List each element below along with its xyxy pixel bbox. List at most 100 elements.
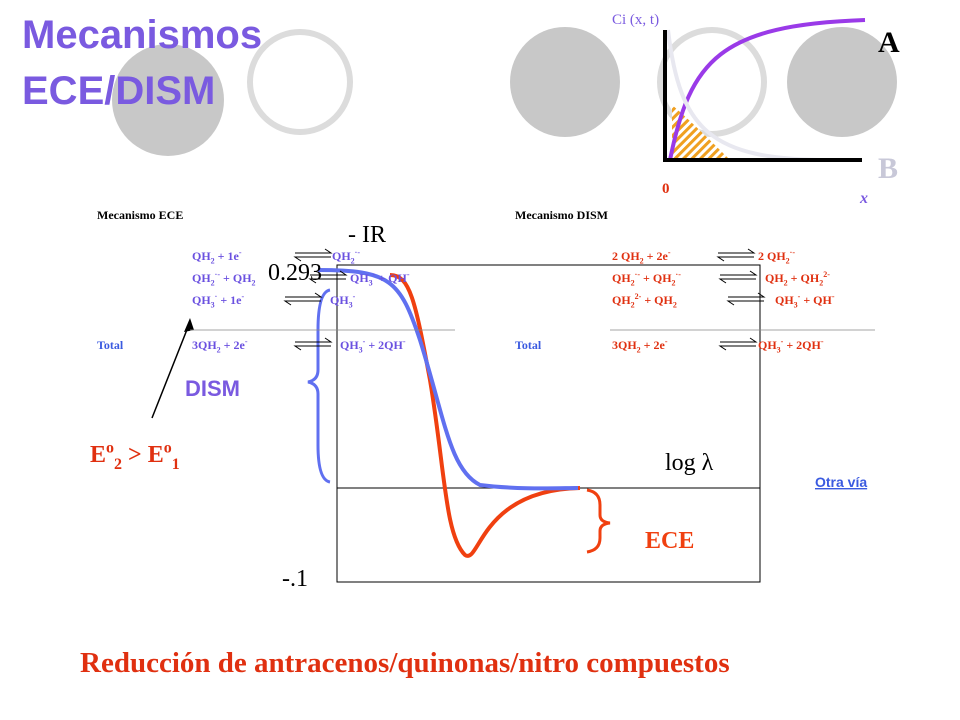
formula-part: 2 — [672, 279, 676, 288]
formula-part: ·- — [355, 248, 361, 257]
graph-top-label: - IR — [348, 222, 386, 248]
total-label: Total — [515, 338, 542, 352]
link[interactable]: Otra vía — [815, 474, 867, 490]
formula-part: + 2QH — [365, 338, 403, 352]
formula-part: - — [668, 248, 671, 257]
equilibrium-arrow — [293, 337, 333, 351]
formula-part: QH — [330, 293, 349, 307]
formula-part: + QH — [375, 271, 407, 285]
formula-part: + QH — [800, 293, 832, 307]
formula-part: QH — [350, 271, 369, 285]
formula-part: 2- — [635, 292, 642, 301]
inset-x-label: x — [859, 190, 868, 207]
formula: QH2 + 1e- — [192, 248, 242, 265]
formula-part: 3 — [349, 301, 353, 310]
formula-part: + QH — [640, 271, 672, 285]
mechanism-title: Mecanismo DISM — [515, 208, 608, 222]
formula: QH3- + 2QH- — [340, 337, 406, 354]
formula-part: · — [373, 270, 376, 279]
formula-part: + QH — [788, 271, 820, 285]
formula-part: 3 — [359, 346, 363, 355]
total-label: Total — [97, 338, 124, 352]
equilibrium-arrow — [283, 292, 323, 306]
formula-part: 2 QH — [612, 249, 640, 263]
formula-part: + 2e — [221, 338, 246, 352]
formula-part: - — [403, 337, 406, 346]
formula: QH3- + QH- — [775, 292, 835, 309]
formula-part: - — [239, 248, 242, 257]
formula-part: QH — [765, 271, 784, 285]
formula-part: E — [90, 442, 106, 468]
equilibrium-arrow — [308, 270, 348, 284]
inset-label-b: B — [878, 152, 898, 185]
formula-part: QH — [775, 293, 794, 307]
formula-part: 2- — [823, 270, 830, 279]
mechanism-title: Mecanismo ECE — [97, 208, 183, 222]
formula: 2 QH2·- — [758, 248, 795, 265]
formula-part: 2 — [786, 257, 790, 266]
x-label: log λ — [665, 450, 714, 476]
inset-y-label: Ci (x, t) — [612, 12, 659, 28]
footer-title: Reducción de antracenos/quinonas/nitro c… — [80, 647, 730, 679]
formula-part: + 1e — [217, 293, 242, 307]
dism-label: DISM — [185, 376, 240, 401]
formula: QH2·- + QH2·- — [612, 270, 681, 287]
condition: Eo2 > Eo1 — [90, 439, 180, 473]
formula-part: 1 — [172, 456, 180, 473]
formula-part: QH — [192, 249, 211, 263]
formula-part: > E — [122, 442, 164, 468]
formula-part: 2 — [637, 346, 641, 355]
formula-part: QH — [612, 293, 631, 307]
formula: 3QH2 + 2e- — [612, 337, 668, 354]
formula-part: QH — [192, 271, 211, 285]
formula-part: ·- — [215, 270, 221, 279]
formula-part: 3 — [794, 301, 798, 310]
formula-part: QH — [192, 293, 211, 307]
formula-part: 2 — [640, 257, 644, 266]
formula-part: QH — [758, 338, 777, 352]
formula-part: 2 — [351, 257, 355, 266]
formula: QH2 + QH22- — [765, 270, 830, 287]
formula-part: - — [781, 337, 784, 346]
formula-part: + QH — [641, 293, 673, 307]
title-line: ECE/DISM — [22, 69, 215, 113]
formula-part: 2 — [211, 279, 215, 288]
formula-part: QH — [612, 271, 631, 285]
formula-part: - — [407, 270, 410, 279]
formula: QH3- + 2QH- — [758, 337, 824, 354]
formula-part: QH — [332, 249, 351, 263]
graph — [151, 264, 875, 583]
formula-part: + 2QH — [783, 338, 821, 352]
formula-part: 2 — [673, 301, 677, 310]
formula: QH3· + 1e- — [192, 292, 245, 309]
formula-part: - — [242, 292, 245, 301]
formula-part: 2 — [114, 456, 122, 473]
y-high-label: 0.293 — [268, 260, 322, 286]
formula-part: + QH — [220, 271, 252, 285]
formula-part: 2 — [631, 301, 635, 310]
formula-part: - — [832, 292, 835, 301]
formula: QH3· + QH- — [350, 270, 410, 287]
formula: QH3- — [330, 292, 356, 309]
formula-part: + 2e — [644, 249, 669, 263]
formula-part: 3 — [369, 279, 373, 288]
formula-part: + 1e — [215, 249, 240, 263]
formula-part: + 2e — [641, 338, 666, 352]
formula-part: o — [106, 439, 114, 456]
formula: 2 QH2 + 2e- — [612, 248, 671, 265]
inset-label-a: A — [878, 26, 900, 59]
formula-part: ·- — [790, 248, 796, 257]
formula-part: 3QH — [612, 338, 637, 352]
equilibrium-arrow — [718, 270, 758, 284]
formula: 3QH2 + 2e- — [192, 337, 248, 354]
formula-part: 2 — [819, 279, 823, 288]
inset-origin: 0 — [662, 181, 670, 197]
inset-graph — [663, 18, 866, 162]
equilibrium-arrow — [716, 248, 756, 262]
formula-part: ·- — [635, 270, 641, 279]
formula-part: QH — [340, 338, 359, 352]
formula-part: 2 — [784, 279, 788, 288]
formula-part: ·- — [676, 270, 682, 279]
equilibrium-arrow — [718, 337, 758, 351]
